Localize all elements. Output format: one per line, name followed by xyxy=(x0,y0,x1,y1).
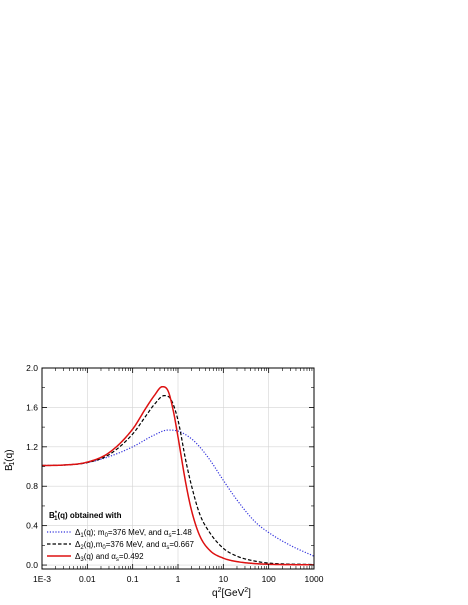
y-tick-label: 0.0 xyxy=(26,560,38,570)
y-tick-label: 2.0 xyxy=(26,363,38,373)
legend: B* 1(q) obtained with Δ1(q); m0=376 MeV, … xyxy=(47,511,195,563)
series-line-2 xyxy=(41,394,315,566)
x-axis-ticks: 1E-3 0.01 0.1 1 10 100 1000 xyxy=(33,368,324,584)
plot-lines xyxy=(41,385,315,566)
legend-entries: Δ1(q); m0=376 MeV, and αs=1.48Δ2(q),m0=3… xyxy=(47,528,195,563)
x-tick-label: 1 xyxy=(176,574,181,584)
y-tick-label: 0.8 xyxy=(26,481,38,491)
series-line-3 xyxy=(41,385,315,566)
y-axis-ticks: 0.0 0.4 0.8 1.2 1.6 2.0 xyxy=(26,363,314,570)
legend-title: B* 1(q) obtained with xyxy=(49,511,122,522)
x-tick-label: 10 xyxy=(219,574,229,584)
x-tick-label: 0.1 xyxy=(127,574,139,584)
x-tick-label: 100 xyxy=(262,574,276,584)
legend-label-1: Δ1(q); m0=376 MeV, and αs=1.48 xyxy=(75,528,192,539)
y-tick-label: 1.6 xyxy=(26,402,38,412)
y-tick-label: 0.4 xyxy=(26,521,38,531)
y-axis-title: B*1(q) xyxy=(3,449,16,471)
legend-label-2: Δ2(q),m0=376 MeV, and αs=0.667 xyxy=(75,540,195,551)
y-tick-label: 1.2 xyxy=(26,442,38,452)
x-tick-label: 1000 xyxy=(305,574,324,584)
x-tick-label: 0.01 xyxy=(79,574,96,584)
x-axis-title: q2[GeV2] xyxy=(212,587,251,599)
x-tick-label: 1E-3 xyxy=(33,574,51,584)
series-line-1 xyxy=(41,429,315,557)
legend-label-3: Δ3(q) and αs=0.492 xyxy=(75,552,144,563)
